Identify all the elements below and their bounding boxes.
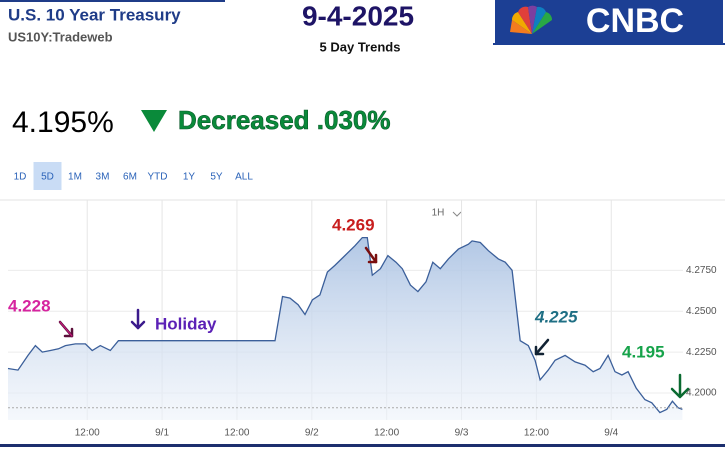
- range-button[interactable]: 6M: [123, 172, 137, 183]
- range-button[interactable]: 1Y: [183, 172, 196, 183]
- x-tick-label: 9/2: [305, 428, 319, 439]
- plot: 12:00 9/1 12:00 9/2 12:00 9/3 12:00 9/4 4.2000 4.…: [0, 199, 725, 439]
- x-tick-label: 9/4: [604, 428, 618, 439]
- bottom-rule: [0, 444, 725, 447]
- line: [7, 236, 683, 414]
- period: 5 Day Trends: [320, 39, 401, 54]
- annotation: 4.228: [8, 296, 51, 315]
- x-tick-label: 9/3: [455, 428, 469, 439]
- change: Decreased .030%: [178, 105, 390, 135]
- subtitle: US10Y:Tradeweb: [8, 29, 113, 44]
- x-tick-label: 12:00: [524, 428, 549, 439]
- range-selected: [33, 162, 62, 190]
- arrows: [58, 246, 690, 399]
- x-tick-label: 12:00: [224, 428, 249, 439]
- y-tick-label: 4.2500: [686, 306, 717, 317]
- x-tick-label: 9/1: [155, 428, 169, 439]
- range-button[interactable]: 5Y: [210, 172, 223, 183]
- y-tick-label: 4.2250: [686, 347, 717, 358]
- range-button[interactable]: ALL: [235, 172, 253, 183]
- range-button[interactable]: YTD: [148, 172, 168, 183]
- y-tick-label: 4.2750: [686, 265, 717, 276]
- range-button[interactable]: 1D: [14, 172, 27, 183]
- annotation: Holiday: [155, 314, 217, 333]
- logo: CNBC: [493, 0, 725, 45]
- x-tick-label: 12:00: [374, 428, 399, 439]
- x-tick-label: 12:00: [75, 428, 100, 439]
- range-button[interactable]: 5D: [41, 172, 54, 183]
- y-tick-label: 4.2000: [686, 388, 717, 399]
- interval-caret: [452, 211, 462, 217]
- price: 4.195%: [12, 106, 114, 139]
- range-selector: 1D 5D 1M 3M 6M YTD 1Y 5Y ALL: [14, 162, 253, 190]
- interval[interactable]: 1H: [432, 208, 445, 219]
- annotation: 4.195: [622, 342, 665, 361]
- annotation: 4.225: [534, 307, 578, 326]
- area: [8, 237, 683, 420]
- range-button[interactable]: 1M: [68, 172, 82, 183]
- title: U.S. 10 Year Treasury: [8, 5, 181, 24]
- date: 9-4-2025: [302, 0, 414, 31]
- down-triangle: [141, 110, 167, 132]
- annotation: 4.269: [332, 215, 375, 234]
- logo-text: CNBC: [586, 2, 684, 40]
- range-button[interactable]: 3M: [96, 172, 110, 183]
